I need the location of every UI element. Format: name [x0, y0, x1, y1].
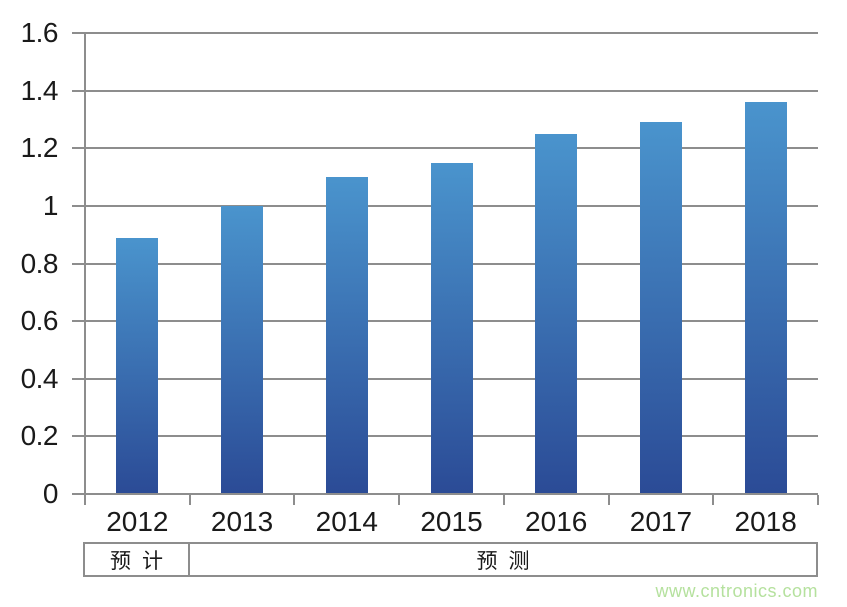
y-axis-tick-label: 1.2: [20, 132, 59, 164]
period-cell-forecast-label: 预测: [476, 549, 541, 573]
x-axis-tick: [502, 495, 505, 505]
bar-2012: [116, 238, 158, 493]
y-axis-line: [84, 32, 86, 495]
bar-2016: [535, 134, 577, 493]
x-axis-label-2018: 2018: [734, 506, 797, 537]
y-axis-tick-label: 0.4: [20, 362, 59, 394]
bar-2013: [221, 206, 263, 493]
x-axis-tick: [712, 495, 715, 505]
x-axis-label-2014: 2014: [315, 506, 378, 537]
x-axis-label-2016: 2016: [525, 506, 588, 537]
y-axis-tick-label: 0: [42, 478, 59, 509]
y-axis-tick-label: 1.4: [20, 74, 59, 106]
y-axis-tick-label: 0.6: [20, 305, 59, 337]
x-axis-label-2017: 2017: [629, 506, 693, 537]
gridline-y-0: [72, 493, 818, 495]
y-axis-tick-label: 1: [42, 189, 59, 221]
period-table: 预计 预测: [83, 542, 818, 577]
x-axis-tick: [398, 495, 401, 505]
gridline-y-1.6: [72, 32, 818, 34]
bar-2015: [431, 163, 473, 493]
period-cell-estimate-label: 预计: [110, 549, 174, 573]
gridline-y-1.4: [72, 89, 818, 92]
y-axis-tick-label: 0.8: [20, 247, 59, 279]
x-axis-label-2012: 2012: [106, 506, 169, 537]
x-axis-tick: [188, 495, 191, 505]
x-axis-tick: [817, 495, 819, 505]
y-axis-tick-label: 1.6: [20, 17, 59, 48]
x-axis-tick: [84, 495, 86, 505]
x-axis-label-2013: 2013: [210, 506, 274, 537]
x-axis-tick: [293, 495, 296, 505]
bar-2014: [326, 177, 368, 493]
watermark-text: www.cntronics.com: [655, 581, 818, 601]
x-axis-label-2015: 2015: [420, 506, 483, 537]
x-axis-tick: [607, 495, 610, 505]
period-cell-estimate: 预计: [85, 544, 190, 575]
bar-2017: [640, 122, 682, 493]
bar-2018: [745, 102, 787, 493]
gridline-y-1.2: [72, 147, 818, 150]
period-cell-forecast: 预测: [190, 544, 816, 575]
y-axis-tick-label: 0.2: [20, 420, 59, 452]
